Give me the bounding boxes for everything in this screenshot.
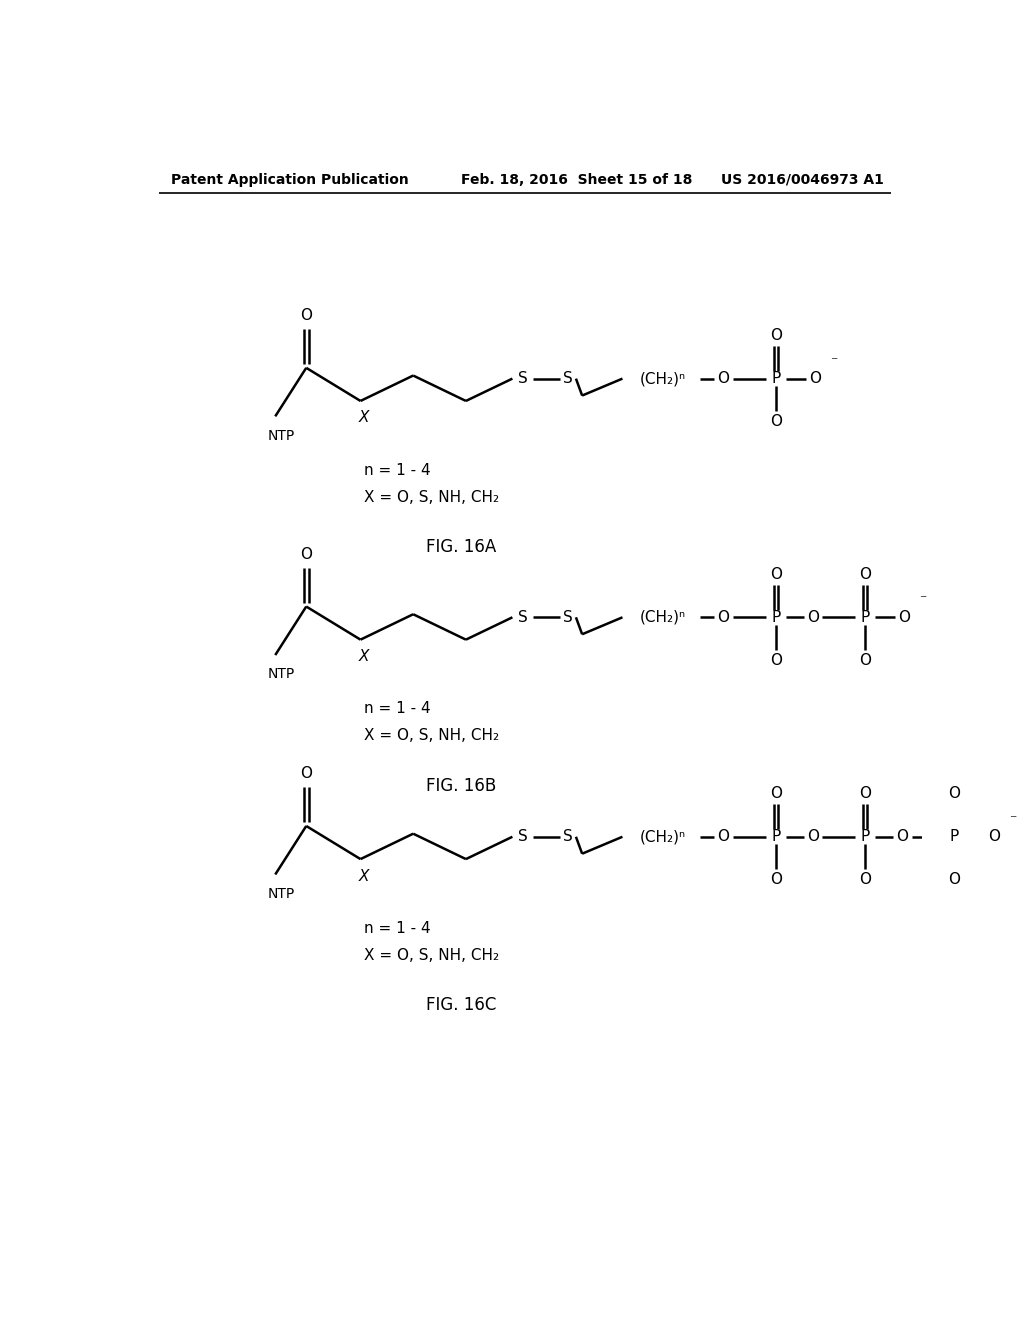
Text: O: O bbox=[770, 787, 782, 801]
Text: O: O bbox=[859, 787, 871, 801]
Text: FIG. 16A: FIG. 16A bbox=[426, 539, 497, 556]
Text: n = 1 - 4: n = 1 - 4 bbox=[365, 921, 431, 936]
Text: S: S bbox=[518, 829, 528, 845]
Text: O: O bbox=[807, 829, 819, 845]
Text: X = O, S, NH, CH₂: X = O, S, NH, CH₂ bbox=[365, 490, 500, 504]
Text: FIG. 16B: FIG. 16B bbox=[426, 777, 497, 795]
Text: O: O bbox=[948, 873, 961, 887]
Text: (CH₂)ⁿ: (CH₂)ⁿ bbox=[640, 371, 686, 387]
Text: P: P bbox=[860, 829, 869, 845]
Text: X: X bbox=[359, 869, 370, 883]
Text: S: S bbox=[563, 829, 573, 845]
Text: S: S bbox=[563, 371, 573, 387]
Text: S: S bbox=[563, 610, 573, 624]
Text: O: O bbox=[770, 653, 782, 668]
Text: O: O bbox=[859, 566, 871, 582]
Text: P: P bbox=[771, 829, 780, 845]
Text: O: O bbox=[988, 829, 999, 845]
Text: P: P bbox=[860, 610, 869, 624]
Text: NTP: NTP bbox=[267, 429, 295, 442]
Text: ⁻: ⁻ bbox=[920, 594, 927, 607]
Text: O: O bbox=[300, 766, 312, 781]
Text: O: O bbox=[898, 610, 910, 624]
Text: (CH₂)ⁿ: (CH₂)ⁿ bbox=[640, 610, 686, 624]
Text: O: O bbox=[770, 566, 782, 582]
Text: P: P bbox=[771, 371, 780, 387]
Text: S: S bbox=[518, 610, 528, 624]
Text: X: X bbox=[359, 649, 370, 664]
Text: US 2016/0046973 A1: US 2016/0046973 A1 bbox=[721, 173, 884, 187]
Text: X = O, S, NH, CH₂: X = O, S, NH, CH₂ bbox=[365, 948, 500, 962]
Text: O: O bbox=[300, 308, 312, 323]
Text: O: O bbox=[300, 546, 312, 562]
Text: S: S bbox=[518, 371, 528, 387]
Text: X: X bbox=[359, 411, 370, 425]
Text: n = 1 - 4: n = 1 - 4 bbox=[365, 701, 431, 717]
Text: O: O bbox=[770, 414, 782, 429]
Text: O: O bbox=[717, 610, 729, 624]
Text: O: O bbox=[717, 829, 729, 845]
Text: O: O bbox=[859, 653, 871, 668]
Text: Feb. 18, 2016  Sheet 15 of 18: Feb. 18, 2016 Sheet 15 of 18 bbox=[461, 173, 692, 187]
Text: O: O bbox=[770, 873, 782, 887]
Text: n = 1 - 4: n = 1 - 4 bbox=[365, 463, 431, 478]
Text: O: O bbox=[896, 829, 908, 845]
Text: O: O bbox=[807, 610, 819, 624]
Text: NTP: NTP bbox=[267, 668, 295, 681]
Text: FIG. 16C: FIG. 16C bbox=[426, 997, 497, 1014]
Text: P: P bbox=[949, 829, 958, 845]
Text: P: P bbox=[771, 610, 780, 624]
Text: ⁻: ⁻ bbox=[1009, 813, 1016, 826]
Text: NTP: NTP bbox=[267, 887, 295, 900]
Text: O: O bbox=[859, 873, 871, 887]
Text: O: O bbox=[770, 327, 782, 343]
Text: X = O, S, NH, CH₂: X = O, S, NH, CH₂ bbox=[365, 729, 500, 743]
Text: O: O bbox=[717, 371, 729, 387]
Text: O: O bbox=[809, 371, 821, 387]
Text: Patent Application Publication: Patent Application Publication bbox=[171, 173, 409, 187]
Text: ⁻: ⁻ bbox=[830, 355, 838, 368]
Text: (CH₂)ⁿ: (CH₂)ⁿ bbox=[640, 829, 686, 845]
Text: O: O bbox=[948, 787, 961, 801]
